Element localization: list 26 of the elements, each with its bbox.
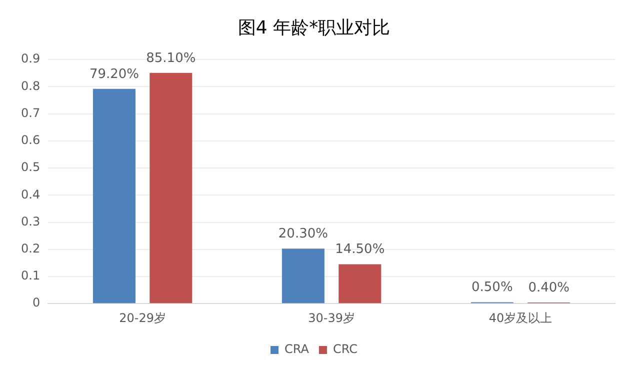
- data-label: 85.10%: [146, 50, 196, 66]
- y-tick-label: 0.6: [20, 133, 40, 148]
- y-tick-label: 0.3: [20, 214, 40, 228]
- x-tick-label: 40岁及以上: [488, 310, 552, 325]
- bar: [92, 88, 136, 304]
- legend-label: CRA: [284, 342, 310, 356]
- data-label: 0.40%: [528, 280, 570, 296]
- chart-title: 图4 年龄*职业对比: [238, 17, 390, 38]
- y-tick-label: 0.2: [20, 242, 40, 256]
- data-label: 20.30%: [278, 226, 328, 242]
- legend-label: CRC: [332, 342, 358, 356]
- data-label: 79.20%: [89, 66, 140, 82]
- y-tick-label: 0.1: [20, 268, 40, 283]
- y-tick-label: 0: [32, 296, 40, 310]
- data-label: 14.50%: [335, 242, 385, 258]
- bar: [150, 72, 192, 304]
- data-label: 0.50%: [472, 280, 513, 296]
- y-tick-label: 0.9: [20, 52, 40, 66]
- y-tick-label: 0.8: [20, 78, 40, 93]
- x-tick-label: 30-39岁: [308, 310, 355, 325]
- y-tick-label: 0.5: [20, 160, 40, 174]
- bar: [338, 264, 382, 304]
- bar: [282, 248, 324, 304]
- x-tick-label: 20-29岁: [119, 310, 166, 325]
- y-tick-label: 0.7: [20, 106, 40, 120]
- y-tick-label: 0.4: [20, 187, 40, 202]
